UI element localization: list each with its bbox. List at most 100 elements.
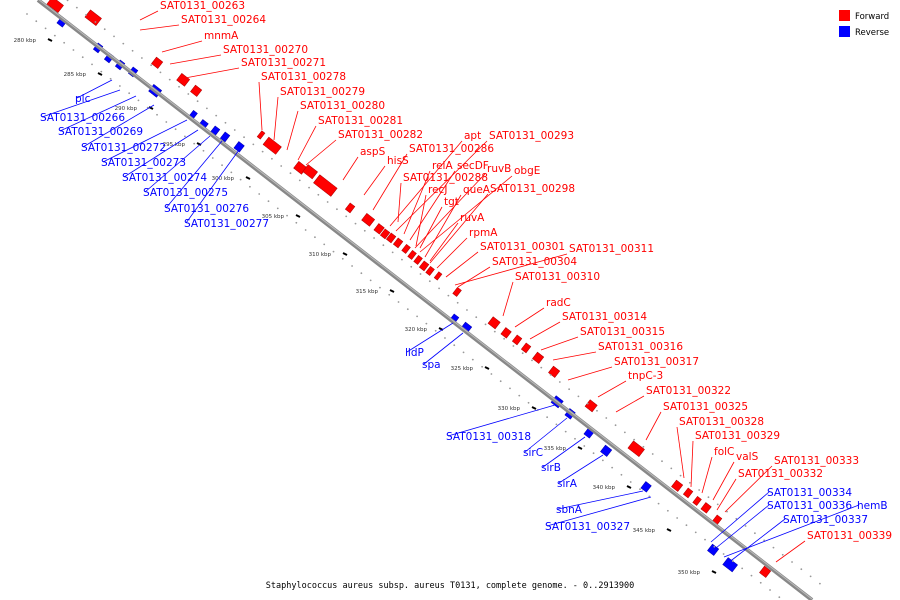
legend-reverse-label: Reverse xyxy=(855,28,889,38)
track-dot xyxy=(271,157,273,160)
forward-gene-block xyxy=(407,249,417,260)
forward-gene-block xyxy=(401,243,411,254)
forward-gene-label: apt xyxy=(464,130,481,142)
track-dot xyxy=(289,172,292,175)
track-dot xyxy=(601,459,604,462)
track-dot xyxy=(772,546,775,549)
track-dot xyxy=(648,495,651,498)
reverse-gene-label: hemB xyxy=(857,500,888,512)
track-dot xyxy=(103,28,106,31)
forward-leader-line xyxy=(552,351,597,361)
track-dot xyxy=(397,301,400,303)
forward-gene-block xyxy=(433,271,443,281)
track-dot xyxy=(113,35,115,38)
track-dot xyxy=(261,150,264,153)
track-dot xyxy=(438,287,440,290)
reverse-gene-label: SAT0131_00327 xyxy=(545,521,630,533)
forward-leader-line xyxy=(502,281,514,317)
reverse-gene-block xyxy=(600,444,613,457)
track-dot xyxy=(503,337,506,340)
reverse-gene-label: spa xyxy=(422,359,441,371)
track-dot xyxy=(308,186,310,189)
track-dot xyxy=(44,27,47,30)
track-dot xyxy=(800,568,803,571)
scale-tick-mark xyxy=(97,72,103,76)
track-dot xyxy=(351,265,353,267)
scale-tick-label: 330 kbp xyxy=(498,406,521,412)
forward-leader-line xyxy=(690,440,694,488)
track-dot xyxy=(280,165,283,167)
track-dot xyxy=(651,453,654,455)
track-dot xyxy=(642,445,645,448)
track-dot xyxy=(614,424,617,427)
track-dot xyxy=(694,531,697,534)
forward-leader-line xyxy=(297,125,317,161)
track-dot xyxy=(252,143,255,146)
reverse-leader-line xyxy=(82,104,155,148)
track-dot xyxy=(620,473,623,476)
reverse-gene-label: SAT0131_00318 xyxy=(446,431,531,443)
reverse-gene-label: SAT0131_00275 xyxy=(143,187,228,199)
scale-tick-mark xyxy=(295,214,301,218)
track-dot xyxy=(583,445,586,447)
forward-leader-line xyxy=(389,140,463,227)
forward-gene-label: radC xyxy=(546,297,571,309)
track-dot xyxy=(639,488,641,491)
forward-leader-line xyxy=(712,461,735,501)
track-dot xyxy=(744,525,747,527)
forward-gene-label: SAT0131_00314 xyxy=(562,311,647,323)
track-dot xyxy=(623,431,626,434)
track-dot xyxy=(462,351,465,354)
track-dot xyxy=(518,394,521,397)
track-dot xyxy=(540,366,543,369)
forward-leader-line xyxy=(258,81,263,131)
forward-gene-block xyxy=(425,265,435,276)
reverse-leader-line xyxy=(185,149,240,224)
track-dot xyxy=(298,179,301,182)
track-dot xyxy=(379,286,381,289)
track-dot xyxy=(150,64,153,67)
scale-tick-label: 280 kbp xyxy=(14,38,37,44)
track-dot xyxy=(202,149,205,152)
track-dot xyxy=(81,56,84,59)
track-dot xyxy=(406,308,409,311)
reverse-gene-block xyxy=(707,543,720,556)
track-dot xyxy=(484,323,487,326)
track-dot xyxy=(211,157,214,159)
track-dot xyxy=(558,381,561,383)
forward-gene-block xyxy=(418,260,430,272)
reverse-gene-block xyxy=(233,141,245,153)
scale-tick-mark xyxy=(389,289,395,293)
track-dot xyxy=(434,329,437,332)
track-dot xyxy=(267,200,270,203)
forward-gene-block xyxy=(84,9,102,26)
track-dot xyxy=(165,121,168,123)
legend-forward-label: Forward xyxy=(855,12,889,22)
track-dot xyxy=(763,539,766,542)
forward-gene-label: recJ xyxy=(428,184,447,196)
track-dot xyxy=(26,13,28,15)
scale-tick-label: 335 kbp xyxy=(544,446,567,452)
track-dot xyxy=(741,567,744,570)
reverse-gene-label: lldP xyxy=(405,347,424,359)
track-dot xyxy=(156,113,158,116)
track-dot xyxy=(341,257,344,260)
forward-gene-block xyxy=(256,130,266,140)
scale-tick-label: 350 kbp xyxy=(678,570,701,576)
reverse-leader-line xyxy=(542,436,586,468)
forward-leader-line xyxy=(567,366,613,381)
forward-gene-block xyxy=(344,202,356,214)
forward-gene-label: SAT0131_00298 xyxy=(490,183,575,195)
reverse-gene-block xyxy=(640,481,652,493)
track-dot xyxy=(205,107,208,110)
scale-tick-label: 320 kbp xyxy=(405,327,428,333)
scale-tick-mark xyxy=(577,446,583,450)
legend-reverse-swatch xyxy=(839,26,850,37)
track-dot xyxy=(391,251,394,254)
track-dot xyxy=(605,417,608,419)
track-dot xyxy=(490,373,493,375)
forward-leader-line xyxy=(409,170,456,241)
forward-gene-label: mnmA xyxy=(204,30,239,42)
forward-gene-block xyxy=(361,213,376,227)
